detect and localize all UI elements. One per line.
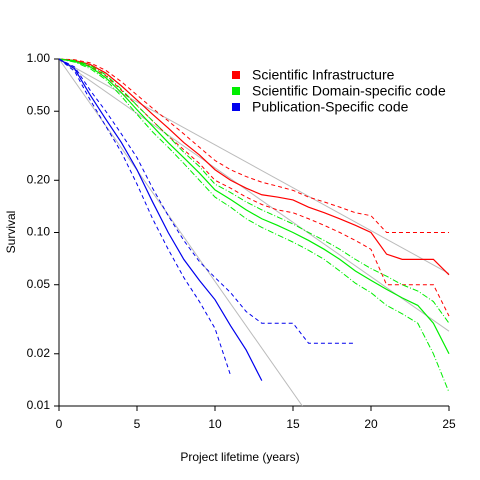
lower-band	[59, 58, 450, 317]
y-tick-label: 0.10	[27, 225, 51, 239]
lower-band	[59, 58, 232, 376]
upper-band	[59, 58, 356, 344]
legend-label: Scientific Infrastructure	[252, 67, 395, 83]
x-tick-label: 25	[442, 417, 456, 431]
x-tick-label: 5	[134, 417, 141, 431]
y-tick-label: 0.20	[27, 172, 51, 186]
legend-label: Publication-Specific code	[252, 99, 409, 115]
upper-band	[59, 58, 449, 233]
y-tick-label: 0.05	[27, 277, 51, 291]
legend-swatch	[232, 103, 240, 111]
y-axis-label: Survival	[4, 211, 18, 254]
legend-swatch	[232, 87, 240, 95]
legend-label: Scientific Domain-specific code	[252, 83, 446, 99]
x-axis-label: Project lifetime (years)	[180, 450, 299, 464]
y-tick-label: 0.50	[27, 103, 51, 117]
survival-line	[59, 58, 263, 381]
lower-band	[59, 58, 450, 393]
upper-band	[59, 58, 450, 324]
y-tick-label: 0.01	[27, 398, 51, 412]
x-tick-label: 15	[286, 417, 300, 431]
x-tick-label: 20	[364, 417, 378, 431]
plot-area	[59, 58, 450, 407]
survival-line	[59, 58, 450, 355]
x-tick-label: 0	[56, 417, 63, 431]
x-tick-label: 10	[208, 417, 222, 431]
y-tick-label: 1.00	[27, 51, 51, 65]
y-tick-label: 0.02	[27, 346, 51, 360]
fit-line	[59, 58, 450, 332]
legend-swatch	[232, 71, 240, 79]
survival-line	[59, 58, 450, 276]
fit-line	[59, 58, 303, 407]
